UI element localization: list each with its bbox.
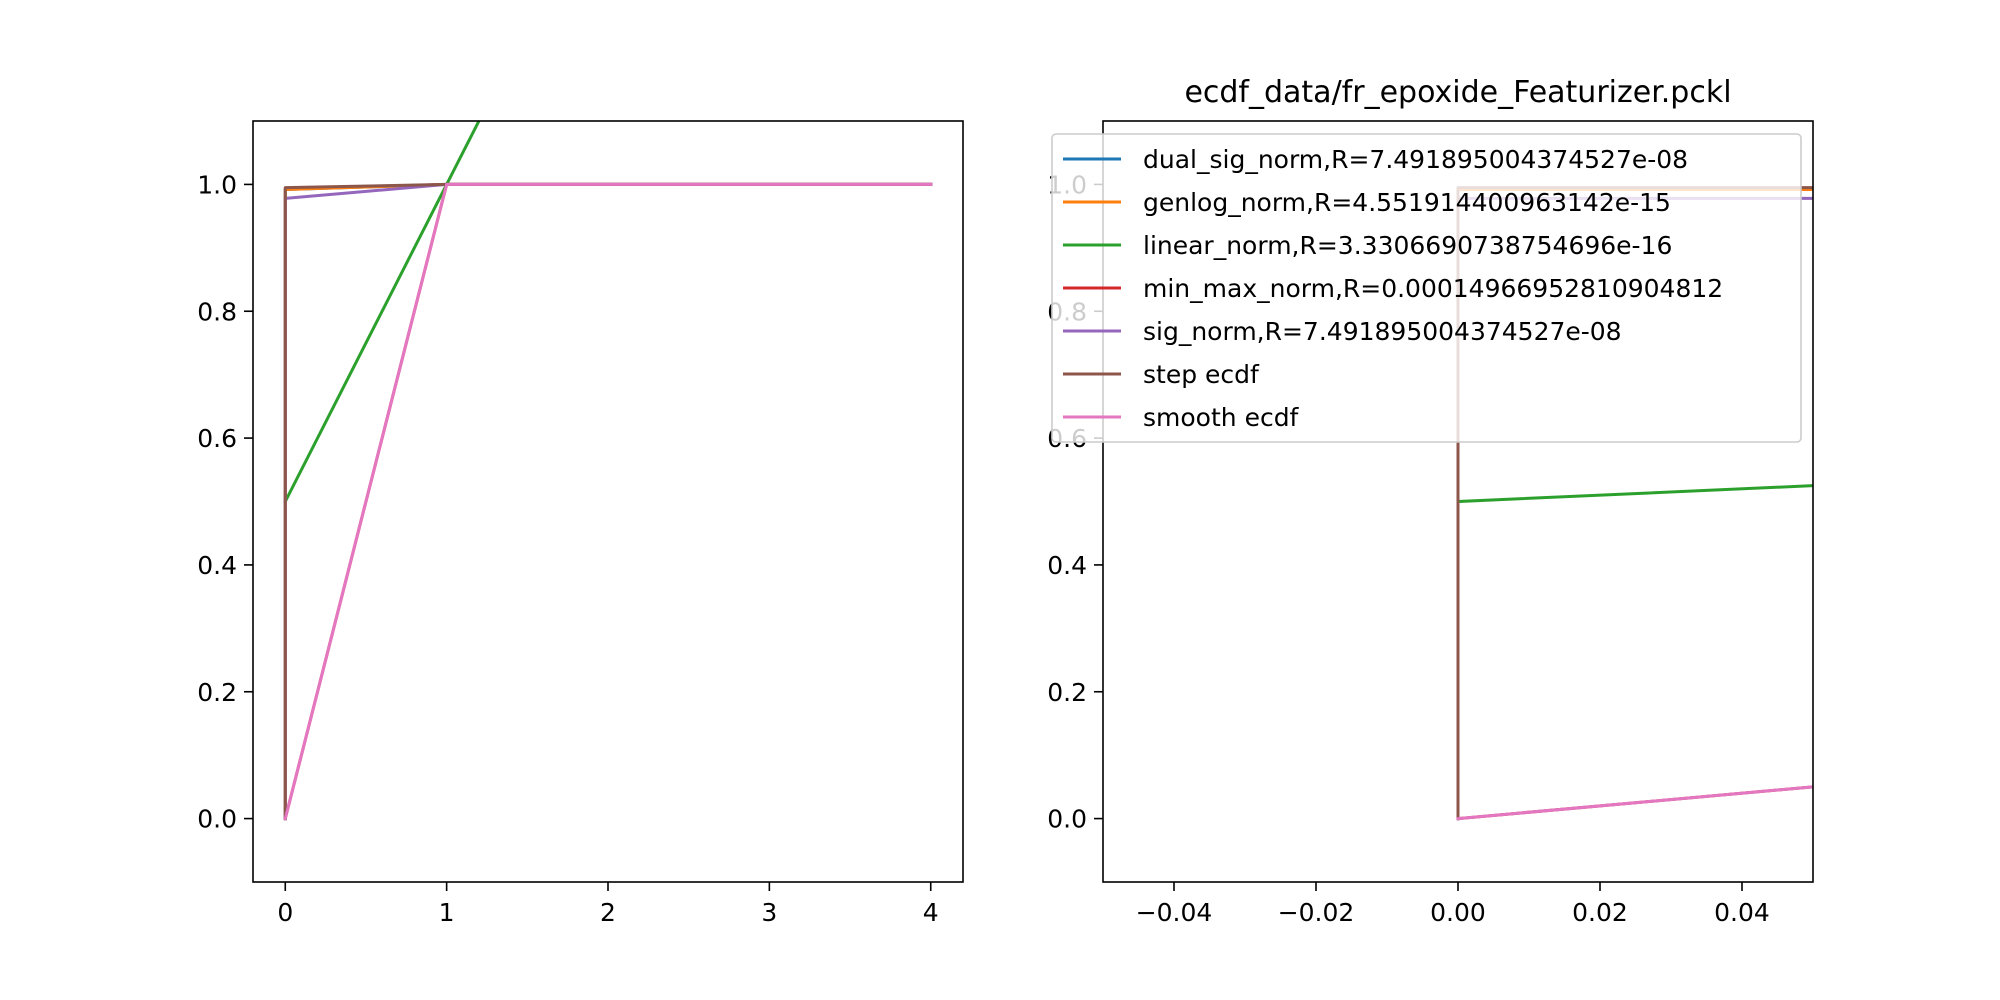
right-y-tick-label: 0.2 bbox=[1047, 678, 1087, 707]
left-y-tick-label: 0.8 bbox=[197, 297, 237, 326]
left-plot-lines bbox=[283, 121, 933, 821]
left-y-tick-label: 0.4 bbox=[197, 551, 237, 580]
right-x-tick-label: 0.02 bbox=[1572, 898, 1628, 927]
right-x-tick-label: 0.00 bbox=[1430, 898, 1486, 927]
legend-label: linear_norm,R=3.3306690738754696e-16 bbox=[1143, 231, 1672, 260]
legend-label: smooth ecdf bbox=[1143, 403, 1300, 432]
legend: dual_sig_norm,R=7.491895004374527e-08gen… bbox=[1051, 133, 1802, 443]
left-y-tick-label: 1.0 bbox=[197, 170, 237, 199]
left-y-tick-label: 0.2 bbox=[197, 678, 237, 707]
right-chart-title: ecdf_data/fr_epoxide_Featurizer.pckl bbox=[1184, 75, 1731, 110]
legend-box bbox=[1051, 133, 1802, 443]
right-y-tick-label: 0.4 bbox=[1047, 551, 1087, 580]
right-series-line-linear-norm bbox=[1456, 484, 1813, 504]
legend-label: genlog_norm,R=4.551914400963142e-15 bbox=[1143, 188, 1671, 217]
left-x-tick-label: 1 bbox=[439, 898, 455, 927]
legend-entries: dual_sig_norm,R=7.491895004374527e-08gen… bbox=[1063, 145, 1723, 432]
left-x-tick-label: 4 bbox=[923, 898, 939, 927]
right-y-tick-label: 0.0 bbox=[1047, 805, 1087, 834]
right-x-axis: −0.04 −0.02 0.00 0.02 0.04 bbox=[1136, 882, 1770, 927]
right-x-tick-label: −0.04 bbox=[1136, 898, 1213, 927]
left-y-tick-label: 0.0 bbox=[197, 805, 237, 834]
left-x-tick-label: 2 bbox=[600, 898, 616, 927]
left-y-tick-label: 0.6 bbox=[197, 424, 237, 453]
left-x-tick-label: 0 bbox=[277, 898, 293, 927]
left-series-line-linear-norm bbox=[283, 121, 481, 504]
legend-label: sig_norm,R=7.491895004374527e-08 bbox=[1143, 317, 1622, 346]
legend-label: dual_sig_norm,R=7.491895004374527e-08 bbox=[1143, 145, 1688, 174]
legend-label: min_max_norm,R=0.00014966952810904812 bbox=[1143, 274, 1723, 303]
left-x-axis: 0 1 2 3 4 bbox=[277, 882, 939, 927]
left-subplot: 0 1 2 3 4 0.0 0.2 0.4 0.6 0.8 1.0 bbox=[197, 120, 964, 927]
right-x-tick-label: 0.04 bbox=[1714, 898, 1770, 927]
right-series-line-smooth-ecdf bbox=[1456, 785, 1813, 821]
legend-label: step ecdf bbox=[1143, 360, 1260, 389]
left-x-tick-label: 3 bbox=[761, 898, 777, 927]
right-x-tick-label: −0.02 bbox=[1278, 898, 1355, 927]
right-subplot: ecdf_data/fr_epoxide_Featurizer.pckl −0.… bbox=[1047, 75, 1814, 927]
left-series-line-smooth-ecdf bbox=[283, 182, 933, 821]
left-y-axis: 0.0 0.2 0.4 0.6 0.8 1.0 bbox=[197, 170, 253, 834]
